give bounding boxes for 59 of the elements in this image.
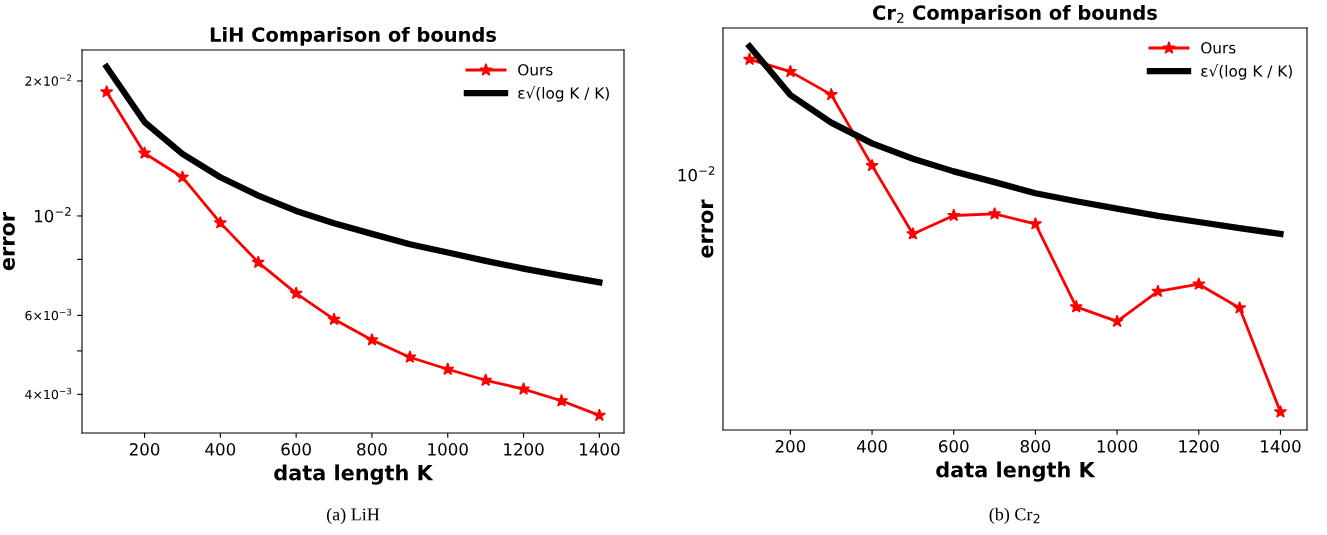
point	[1273, 405, 1288, 418]
point	[592, 408, 607, 422]
text: (b) Cr$_{2}$	[989, 507, 1040, 525]
point	[213, 215, 227, 229]
x-tick-label: 600	[939, 440, 969, 453]
point	[441, 362, 455, 376]
x-axis-title: data length K	[274, 464, 434, 485]
x-tick-label: 1400	[1261, 440, 1301, 453]
y-tick-label: 6×10$^{−3}$	[25, 308, 72, 321]
x-tick-label: 800	[357, 443, 387, 456]
point	[1110, 314, 1124, 328]
chart-title: Cr$_{2}$ Comparison of bounds	[873, 4, 1157, 24]
x-axis-title: data length K	[936, 461, 1096, 482]
y-axis-title: error	[2, 211, 15, 271]
x-tick-label: 400	[205, 443, 236, 456]
point	[137, 146, 152, 159]
point	[251, 255, 265, 269]
point	[1192, 277, 1206, 290]
x-tick-label: 400	[856, 440, 887, 453]
y-tick-label: 10$^{−2}$	[34, 207, 71, 223]
point	[865, 158, 879, 172]
point	[783, 64, 798, 78]
x-tick-label: 800	[1020, 440, 1051, 453]
point	[824, 87, 838, 101]
point	[365, 332, 379, 346]
x-tick-label: 600	[281, 443, 311, 456]
point	[554, 393, 569, 407]
x-tick-label: 1200	[1179, 440, 1219, 453]
point	[947, 208, 961, 222]
chart-title: LiH Comparison of bounds	[210, 26, 497, 46]
point	[1028, 216, 1043, 230]
point	[1232, 301, 1247, 314]
legend-label: Ours	[1201, 42, 1236, 54]
point	[1069, 299, 1083, 313]
point	[175, 170, 190, 183]
point	[327, 312, 341, 326]
x-tick-label: 200	[129, 443, 160, 456]
point	[1151, 284, 1165, 298]
point	[479, 373, 493, 387]
text: (a) LiH	[326, 507, 380, 525]
point	[742, 52, 757, 66]
y-axis-title: error	[701, 199, 714, 258]
x-tick-label: 1000	[1097, 440, 1138, 453]
y-tick-label: 4×10$^{−3}$	[25, 387, 72, 400]
text: 10$^{−2}$	[678, 166, 715, 182]
point	[516, 382, 531, 395]
point	[987, 207, 1002, 220]
x-tick-label: 1000	[428, 443, 468, 456]
legend-label: Ours	[518, 64, 553, 76]
x-tick-label: 200	[775, 440, 806, 453]
x-tick-label: 1200	[504, 443, 544, 456]
point	[99, 85, 114, 98]
y-tick-label: 2×10$^{−2}$	[25, 74, 71, 86]
point	[289, 286, 303, 300]
legend-label: ε√(log K / K)	[1201, 64, 1292, 80]
x-tick-label: 1400	[579, 443, 620, 456]
point	[906, 226, 920, 240]
point	[403, 350, 417, 363]
legend-label: ε√(log K / K)	[518, 86, 609, 102]
